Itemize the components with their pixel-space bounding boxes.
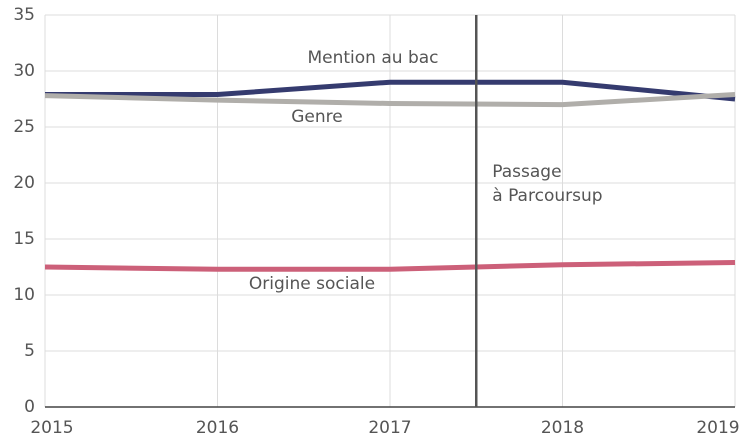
annotation-text: à Parcoursup <box>492 186 602 206</box>
x-tick-label: 2018 <box>541 418 584 438</box>
x-tick-label: 2016 <box>196 418 239 438</box>
series-label: Mention au bac <box>307 48 438 68</box>
series-label: Origine sociale <box>249 274 375 294</box>
series-line <box>44 260 736 272</box>
y-tick-label: 25 <box>13 117 35 137</box>
y-tick-label: 15 <box>13 229 35 249</box>
y-tick-label: 20 <box>13 173 35 193</box>
series-label: Genre <box>291 107 342 127</box>
x-tick-label: 2015 <box>30 418 73 438</box>
annotation-text: Passage <box>492 162 561 182</box>
y-tick-label: 35 <box>13 5 35 25</box>
y-tick-label: 30 <box>13 61 35 81</box>
series-line <box>44 92 736 108</box>
y-tick-label: 10 <box>13 285 35 305</box>
y-tick-label: 0 <box>24 397 35 417</box>
x-tick-label: 2017 <box>368 418 411 438</box>
x-tick-label: 2019 <box>696 418 739 438</box>
y-tick-label: 5 <box>24 341 35 361</box>
series-line <box>45 79 736 102</box>
